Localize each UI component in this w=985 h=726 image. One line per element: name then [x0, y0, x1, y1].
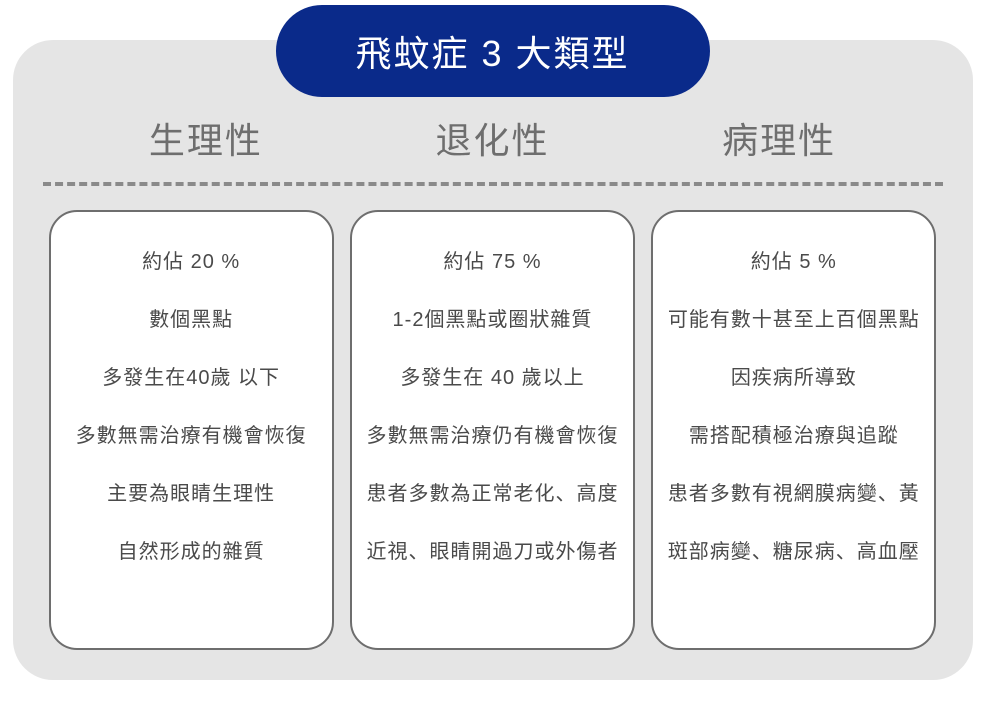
card-line: 近視、眼睛開過刀或外傷者 [366, 538, 618, 566]
card-line: 患者多數為正常老化、高度 [366, 480, 618, 508]
cards-row: 約佔 20 % 數個黑點 多發生在40歲 以下 多數無需治療有機會恢復 主要為眼… [43, 210, 943, 650]
category-card-2: 約佔 75 % 1-2個黑點或圈狀雜質 多發生在 40 歲以上 多數無需治療仍有… [350, 210, 635, 650]
card-line: 需搭配積極治療與追蹤 [689, 422, 899, 450]
card-line: 數個黑點 [149, 306, 233, 334]
category-header-3: 病理性 [636, 112, 923, 164]
title-text: 飛蚊症 3 大類型 [355, 33, 629, 74]
title-pill: 飛蚊症 3 大類型 [275, 5, 709, 97]
card-line: 多數無需治療仍有機會恢復 [366, 422, 618, 450]
card-line: 自然形成的雜質 [118, 538, 265, 566]
card-line: 約佔 20 % [142, 248, 240, 276]
card-line: 1-2個黑點或圈狀雜質 [393, 306, 593, 334]
category-headers-row: 生理性 退化性 病理性 [43, 112, 943, 186]
card-line: 因疾病所導致 [731, 364, 857, 392]
category-card-1: 約佔 20 % 數個黑點 多發生在40歲 以下 多數無需治療有機會恢復 主要為眼… [49, 210, 334, 650]
card-line: 斑部病變、糖尿病、高血壓 [668, 538, 920, 566]
card-line: 多數無需治療有機會恢復 [76, 422, 307, 450]
card-line: 約佔 5 % [751, 248, 837, 276]
card-line: 約佔 75 % [443, 248, 541, 276]
category-header-1: 生理性 [63, 112, 350, 164]
card-line: 多發生在40歲 以下 [102, 364, 280, 392]
card-line: 患者多數有視網膜病變、黃 [668, 480, 920, 508]
category-header-2: 退化性 [349, 112, 636, 164]
card-line: 主要為眼睛生理性 [107, 480, 275, 508]
card-line: 可能有數十甚至上百個黑點 [668, 306, 920, 334]
card-line: 多發生在 40 歲以上 [400, 364, 584, 392]
category-card-3: 約佔 5 % 可能有數十甚至上百個黑點 因疾病所導致 需搭配積極治療與追蹤 患者… [651, 210, 936, 650]
infographic-container: 飛蚊症 3 大類型 生理性 退化性 病理性 約佔 20 % 數個黑點 多發生在4… [13, 40, 973, 680]
